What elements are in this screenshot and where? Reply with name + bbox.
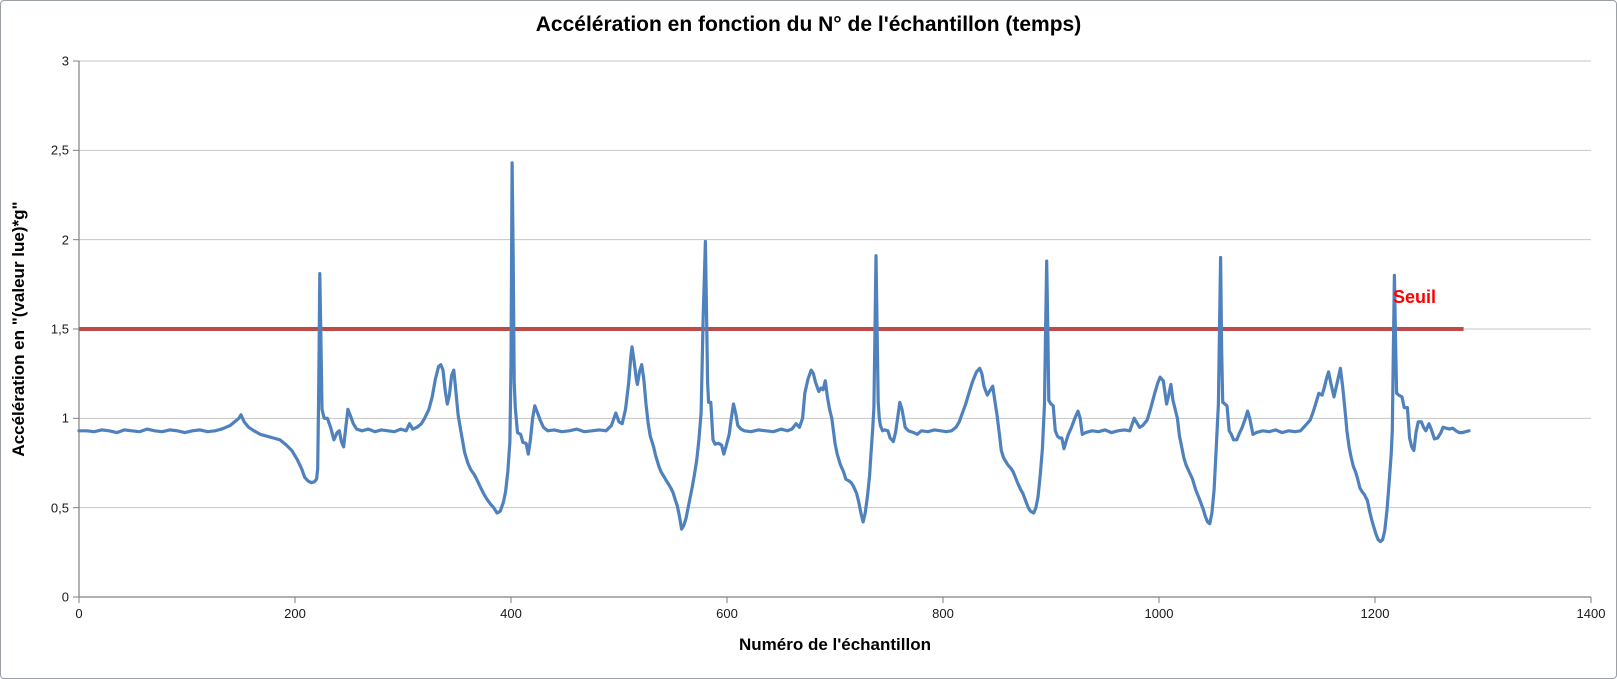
- y-tick-label: 3: [61, 53, 69, 69]
- plot-area: [73, 60, 1592, 603]
- y-tick-label: 2,5: [50, 142, 69, 158]
- x-axis-title: Numéro de l'échantillon: [738, 635, 931, 654]
- x-tick-label: 400: [500, 606, 522, 621]
- x-tick-label: 1400: [1576, 606, 1606, 621]
- y-tick-label: 0: [61, 589, 69, 605]
- acceleration-series-line: [77, 161, 1471, 544]
- x-tick-label: 200: [284, 606, 306, 621]
- chart-title: Accélération en fonction du N° de l'écha…: [535, 13, 1082, 36]
- y-tick-label: 0,5: [50, 500, 69, 516]
- x-tick-label: 0: [75, 606, 83, 621]
- x-tick-label: 1000: [1144, 606, 1174, 621]
- x-tick-label: 1200: [1360, 606, 1390, 621]
- y-tick-label: 2: [61, 232, 69, 248]
- threshold-label: Seuil: [1393, 287, 1437, 307]
- y-tick-label: 1: [61, 410, 69, 426]
- x-tick-label: 600: [716, 606, 738, 621]
- y-tick-label: 1,5: [50, 321, 69, 337]
- x-tick-label: 800: [932, 606, 954, 621]
